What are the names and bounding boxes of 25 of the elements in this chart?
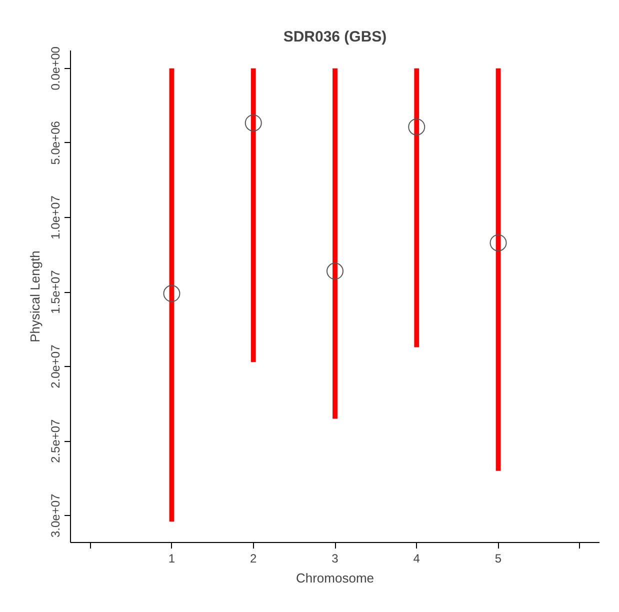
point [326, 262, 344, 280]
point [163, 285, 180, 302]
bar [332, 68, 338, 419]
point [408, 118, 426, 136]
y-tick-label: 5.0e+06 [48, 120, 62, 165]
y-tick-label: 1.0e+07 [48, 195, 62, 240]
chart-title: SDR036 (GBS) [283, 28, 387, 46]
x-tick-label: 2 [250, 552, 258, 566]
y-tick-label: 2.5e+07 [48, 418, 62, 463]
point [490, 234, 507, 252]
x-tick-label: 1 [168, 552, 176, 566]
y-tick-label: 1.5e+07 [48, 270, 62, 314]
bar [414, 68, 420, 348]
x-tick-label: 3 [332, 552, 339, 566]
bar [250, 68, 256, 362]
x-tick-label: 5 [494, 552, 502, 566]
y-tick-label: 0.0e+00 [48, 46, 62, 90]
point [244, 114, 262, 132]
y-axis-title: Physical Length [28, 250, 42, 342]
x-axis-title: Chromosome [296, 570, 374, 586]
bar [496, 68, 501, 471]
bar [169, 68, 174, 522]
y-tick-label: 3.0e+07 [48, 493, 62, 538]
x-tick-label: 4 [413, 552, 420, 566]
y-tick-label: 2.0e+07 [48, 344, 62, 388]
